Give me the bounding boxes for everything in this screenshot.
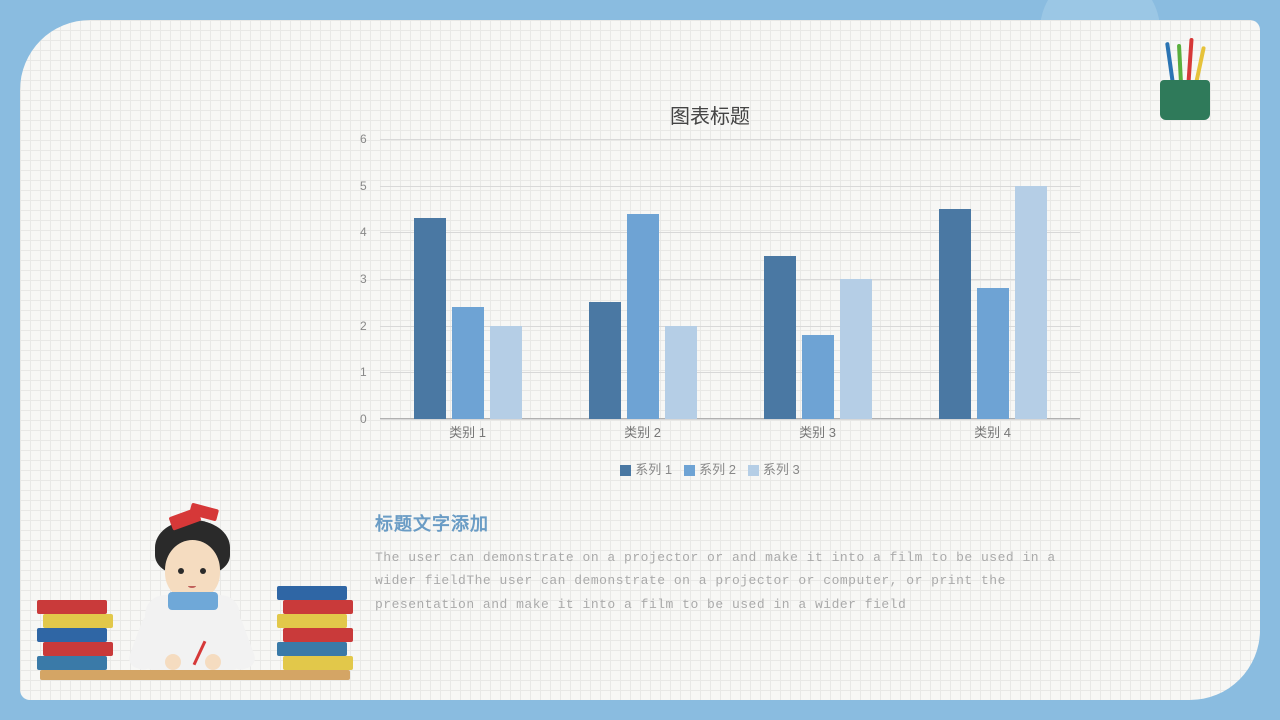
y-tick-label: 6 [360, 132, 367, 146]
gridline [380, 372, 1080, 373]
book [283, 600, 353, 614]
y-tick-label: 1 [360, 365, 367, 379]
bar [977, 288, 1009, 419]
legend-label: 系列 2 [699, 462, 736, 477]
chart-legend: 系列 1 系列 2 系列 3 [350, 459, 1070, 478]
chart-plot-area: 0123456类别 1类别 2类别 3类别 4 [380, 139, 1080, 419]
gridline [380, 279, 1080, 280]
y-tick-label: 4 [360, 225, 367, 239]
description-heading: 标题文字添加 [375, 510, 1075, 536]
description-body: The user can demonstrate on a projector … [375, 546, 1075, 616]
gridline [380, 232, 1080, 233]
legend-swatch [684, 465, 695, 476]
gridline [380, 139, 1080, 140]
legend-item: 系列 1 [620, 459, 672, 478]
bar [452, 307, 484, 419]
bar [589, 302, 621, 419]
legend-swatch [748, 465, 759, 476]
book [37, 656, 107, 670]
legend-label: 系列 1 [635, 462, 672, 477]
book-stack-right [280, 586, 350, 670]
bar-chart: 图表标题 0123456类别 1类别 2类别 3类别 4 系列 1系列 2系列 … [350, 100, 1070, 480]
book [277, 586, 347, 600]
y-tick-label: 3 [360, 272, 367, 286]
x-tick-label: 类别 3 [799, 422, 836, 441]
gridline [380, 419, 1080, 420]
chart-title: 图表标题 [350, 100, 1070, 129]
y-tick-label: 5 [360, 179, 367, 193]
book [277, 614, 347, 628]
y-tick-label: 0 [360, 412, 367, 426]
book [37, 600, 107, 614]
book [283, 656, 353, 670]
slide-frame: 图表标题 0123456类别 1类别 2类别 3类别 4 系列 1系列 2系列 … [0, 0, 1280, 720]
student-illustration [40, 480, 350, 680]
legend-item: 系列 2 [684, 459, 736, 478]
bar [1015, 186, 1047, 419]
bar [414, 218, 446, 419]
description-block: 标题文字添加 The user can demonstrate on a pro… [375, 510, 1075, 616]
gridline [380, 186, 1080, 187]
bar [665, 326, 697, 419]
bar [840, 279, 872, 419]
bar [802, 335, 834, 419]
x-tick-label: 类别 2 [624, 422, 661, 441]
book [277, 642, 347, 656]
bar [764, 256, 796, 419]
pencil-holder-icon [1150, 40, 1220, 120]
book [283, 628, 353, 642]
bar [490, 326, 522, 419]
x-tick-label: 类别 1 [449, 422, 486, 441]
book-stack-left [40, 600, 110, 670]
book [37, 628, 107, 642]
x-tick-label: 类别 4 [974, 422, 1011, 441]
book [43, 614, 113, 628]
content-card: 图表标题 0123456类别 1类别 2类别 3类别 4 系列 1系列 2系列 … [20, 20, 1260, 700]
bar [627, 214, 659, 419]
gridline [380, 326, 1080, 327]
y-tick-label: 2 [360, 319, 367, 333]
bar [939, 209, 971, 419]
legend-item: 系列 3 [748, 459, 800, 478]
book [43, 642, 113, 656]
legend-swatch [620, 465, 631, 476]
legend-label: 系列 3 [763, 462, 800, 477]
